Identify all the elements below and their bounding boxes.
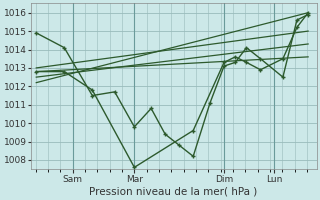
X-axis label: Pression niveau de la mer( hPa ): Pression niveau de la mer( hPa ) — [90, 187, 258, 197]
